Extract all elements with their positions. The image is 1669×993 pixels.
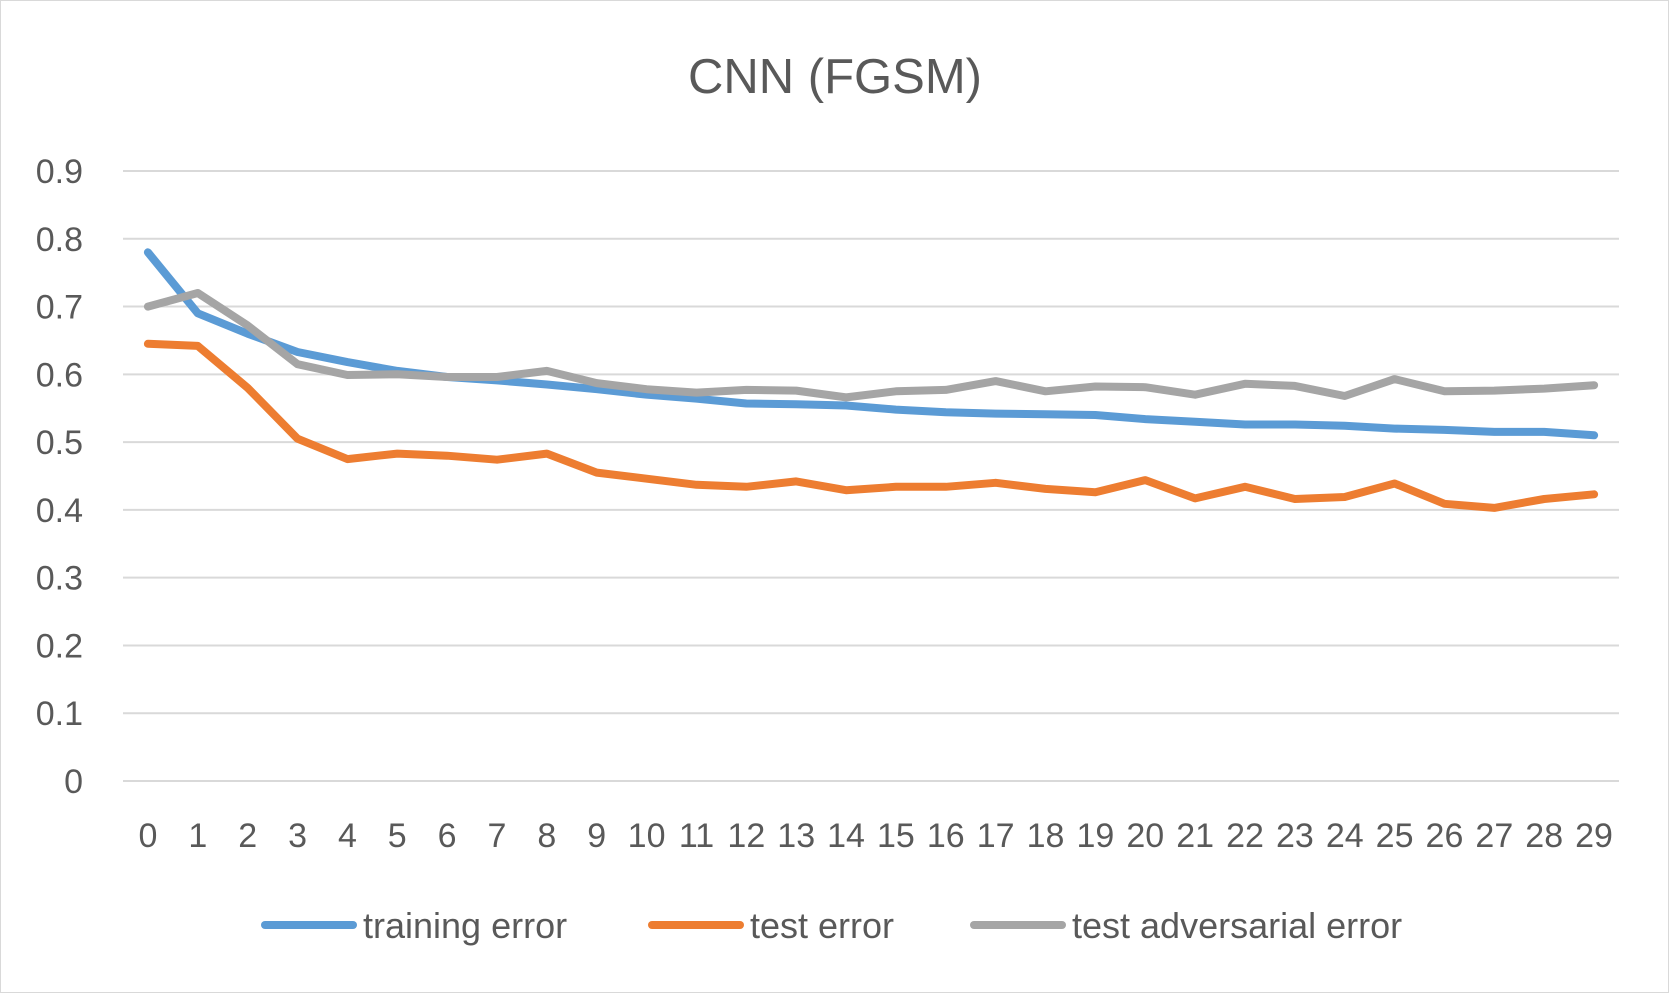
x-tick-label: 4 [338,817,357,855]
y-tick-label: 0 [64,763,83,801]
x-axis-ticks: 0 1 2 3 4 5 6 7 8 9 10 11 12 13 14 15 16 17 18 19 20 21 22 23 24… [138,817,1613,855]
legend-label-test-adversarial-error: test adversarial error [1072,905,1402,946]
x-tick-label: 16 [927,817,965,855]
y-tick-label: 0.8 [36,221,83,259]
series-line-test-adversarial-error [148,293,1594,397]
x-tick-label: 27 [1475,817,1513,855]
gridlines [123,171,1619,781]
y-tick-label: 0.7 [36,289,83,327]
y-tick-label: 0.9 [36,153,83,191]
x-tick-label: 14 [827,817,865,855]
x-tick-label: 9 [587,817,606,855]
series-line-training-error [148,252,1594,435]
x-tick-label: 8 [537,817,556,855]
x-tick-label: 23 [1276,817,1314,855]
x-tick-label: 10 [628,817,666,855]
x-tick-label: 24 [1326,817,1364,855]
x-tick-label: 26 [1426,817,1464,855]
y-tick-label: 0.6 [36,356,83,394]
legend: training error test error test adversarial… [265,905,1402,946]
x-tick-label: 2 [238,817,257,855]
chart-title: CNN (FGSM) [688,50,982,104]
y-tick-label: 0.3 [36,560,83,598]
x-tick-label: 25 [1376,817,1414,855]
x-tick-label: 20 [1126,817,1164,855]
legend-label-training-error: training error [363,905,567,946]
x-tick-label: 22 [1226,817,1264,855]
x-tick-label: 7 [488,817,507,855]
y-tick-label: 0.1 [36,695,83,733]
x-tick-label: 0 [138,817,157,855]
x-tick-label: 11 [679,817,714,855]
y-tick-label: 0.4 [36,492,83,530]
x-tick-label: 12 [727,817,765,855]
y-tick-label: 0.2 [36,627,83,665]
x-tick-label: 17 [977,817,1015,855]
x-tick-label: 21 [1176,817,1214,855]
y-tick-label: 0.5 [36,424,83,462]
x-tick-label: 13 [777,817,815,855]
x-tick-label: 28 [1525,817,1563,855]
x-tick-label: 6 [438,817,457,855]
x-tick-label: 5 [388,817,407,855]
x-tick-label: 19 [1076,817,1114,855]
x-tick-label: 3 [288,817,307,855]
x-tick-label: 15 [877,817,915,855]
series-lines [148,252,1594,508]
x-tick-label: 18 [1027,817,1065,855]
x-tick-label: 29 [1575,817,1613,855]
legend-label-test-error: test error [750,905,894,946]
y-axis-ticks: 0 0.1 0.2 0.3 0.4 0.5 0.6 0.7 0.8 0.9 [36,153,83,801]
x-tick-label: 1 [188,817,207,855]
